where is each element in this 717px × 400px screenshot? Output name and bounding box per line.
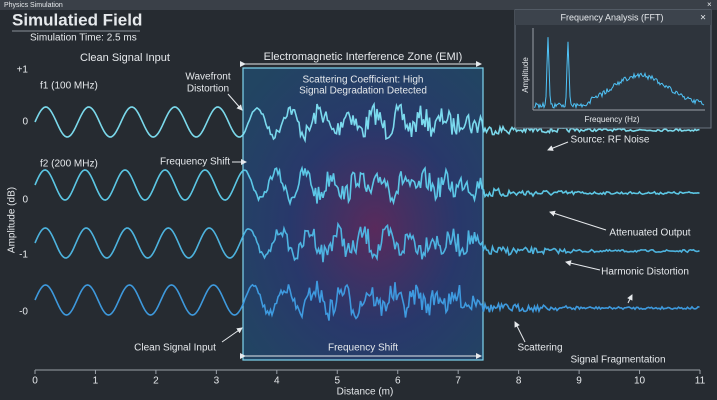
x-tick-label: 4 (274, 376, 280, 387)
annotation: Distortion (187, 84, 229, 95)
y-tick-label: -1 (19, 250, 28, 261)
label: f2 (200 MHz) (40, 159, 98, 170)
title-bar (0, 0, 717, 10)
annotation-arrow (221, 327, 243, 343)
waves (34, 101, 700, 321)
label: f1 (100 MHz) (40, 81, 98, 92)
annotation: Source: RF Noise (571, 135, 650, 146)
x-tick-label: 6 (395, 376, 401, 387)
y-tick-label: 0 (22, 195, 28, 206)
label: Clean Signal Input (80, 52, 170, 64)
annotation-arrow (514, 321, 526, 343)
wave (34, 221, 700, 263)
zone-bottom: Frequency Shift (328, 343, 398, 354)
y-tick-label: 0 (22, 117, 28, 128)
fft-y-label: Amplitude (521, 57, 530, 93)
fft-spectrum (533, 37, 705, 110)
wave (34, 280, 700, 321)
x-tick-label: 11 (695, 376, 706, 387)
x-tick-label: 0 (32, 376, 38, 387)
emi-zone (242, 67, 484, 361)
wave (34, 101, 700, 144)
x-label: Distance (m) (337, 387, 394, 398)
x-ticks: 0 1 2 3 4 5 6 7 8 9 10 11 (32, 370, 706, 387)
annotation: Signal Fragmentation (570, 355, 665, 366)
zone-note: Scattering Coefficient: High (303, 75, 424, 86)
x-tick-label: 5 (334, 376, 340, 387)
annotation-arrow (549, 210, 607, 231)
x-tick-label: 9 (576, 376, 582, 387)
y-label: Amplitude (dB) (7, 187, 18, 253)
window-title: Physics Simulation (4, 2, 63, 9)
annotation: Clean Signal Input (134, 343, 216, 354)
annotation: Attenuated Output (609, 228, 690, 239)
wave (34, 165, 700, 207)
x-tick-label: 3 (214, 376, 220, 387)
window-close[interactable]: × (707, 0, 712, 9)
annotation: Frequency Shift (160, 157, 230, 168)
annotation-arrow (227, 93, 243, 111)
zone-title: Electromagnetic Interference Zone (EMI) (264, 51, 463, 63)
x-tick-label: 2 (153, 376, 159, 387)
y-tick-label: -0 (19, 307, 28, 318)
header-subtitle: Simulation Time: 2.5 ms (30, 33, 137, 44)
fft-header (515, 10, 711, 25)
annotation-arrow (627, 294, 633, 304)
header-title: Simulatied Field (12, 10, 142, 29)
x-tick-label: 8 (516, 376, 522, 387)
annotation-arrow (565, 260, 601, 271)
x-tick-label: 7 (455, 376, 461, 387)
fft-close[interactable]: × (700, 13, 706, 24)
x-tick-label: 1 (93, 376, 99, 387)
fft-panel: Frequency Analysis (FFT) × Amplitude Fre… (514, 9, 712, 129)
x-tick-label: 10 (634, 376, 646, 387)
zone-note: Signal Degradation Detected (299, 86, 427, 97)
annotation: Wavefront (185, 72, 230, 83)
annotation: Scattering (517, 343, 562, 354)
fft-frame (514, 9, 712, 129)
annotation-arrow (547, 141, 569, 151)
y-tick-label: +1 (17, 65, 29, 76)
fft-x-label: Frequency (Hz) (584, 115, 639, 124)
fft-title: Frequency Analysis (FFT) (560, 12, 663, 22)
annotation: Harmonic Distortion (601, 267, 689, 278)
